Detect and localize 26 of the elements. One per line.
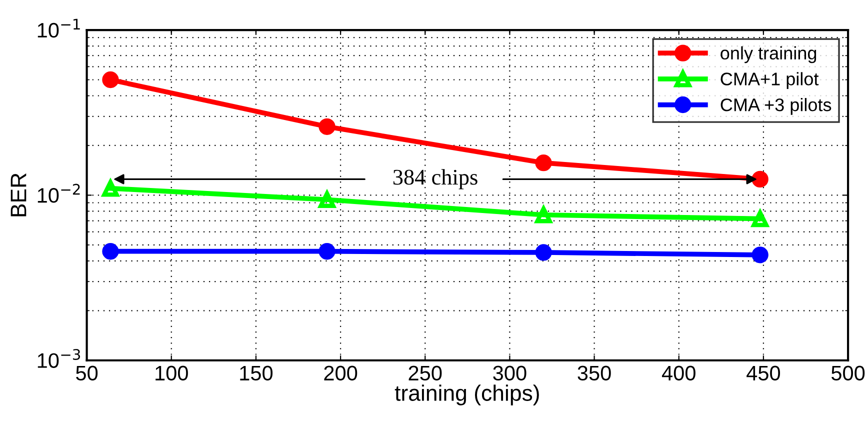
annotation: 384 chips: [393, 169, 478, 190]
point: [535, 154, 552, 172]
x-tick-label: 400: [662, 366, 696, 381]
point: [752, 170, 768, 188]
x-tick-label: 250: [408, 366, 442, 381]
y-axis-title: BER: [10, 173, 26, 216]
legend-label: only training: [720, 46, 816, 64]
y-tick-label: 10$^{−2}$: [38, 184, 80, 203]
x-tick-label: 50: [76, 366, 98, 381]
x-axis-title: training (chips): [394, 384, 539, 406]
x-tick-label: 350: [578, 366, 611, 381]
point: [102, 71, 119, 88]
legend-label: CMA +3 pilots: [720, 98, 832, 115]
x-tick-label: 450: [746, 366, 780, 381]
point: [318, 243, 336, 260]
x-tick-label: 500: [831, 366, 865, 381]
x-tick-label: 100: [156, 366, 188, 381]
point: [102, 243, 119, 260]
point: [318, 118, 336, 135]
x-tick-label: 300: [493, 366, 526, 381]
point: [535, 244, 552, 261]
x-tick-label: 200: [324, 366, 358, 381]
y-tick-label: 10$^{−1}$: [38, 18, 80, 38]
point: [752, 246, 768, 264]
legend-label: CMA+1 pilot: [720, 72, 819, 89]
x-tick-label: 150: [240, 366, 273, 381]
